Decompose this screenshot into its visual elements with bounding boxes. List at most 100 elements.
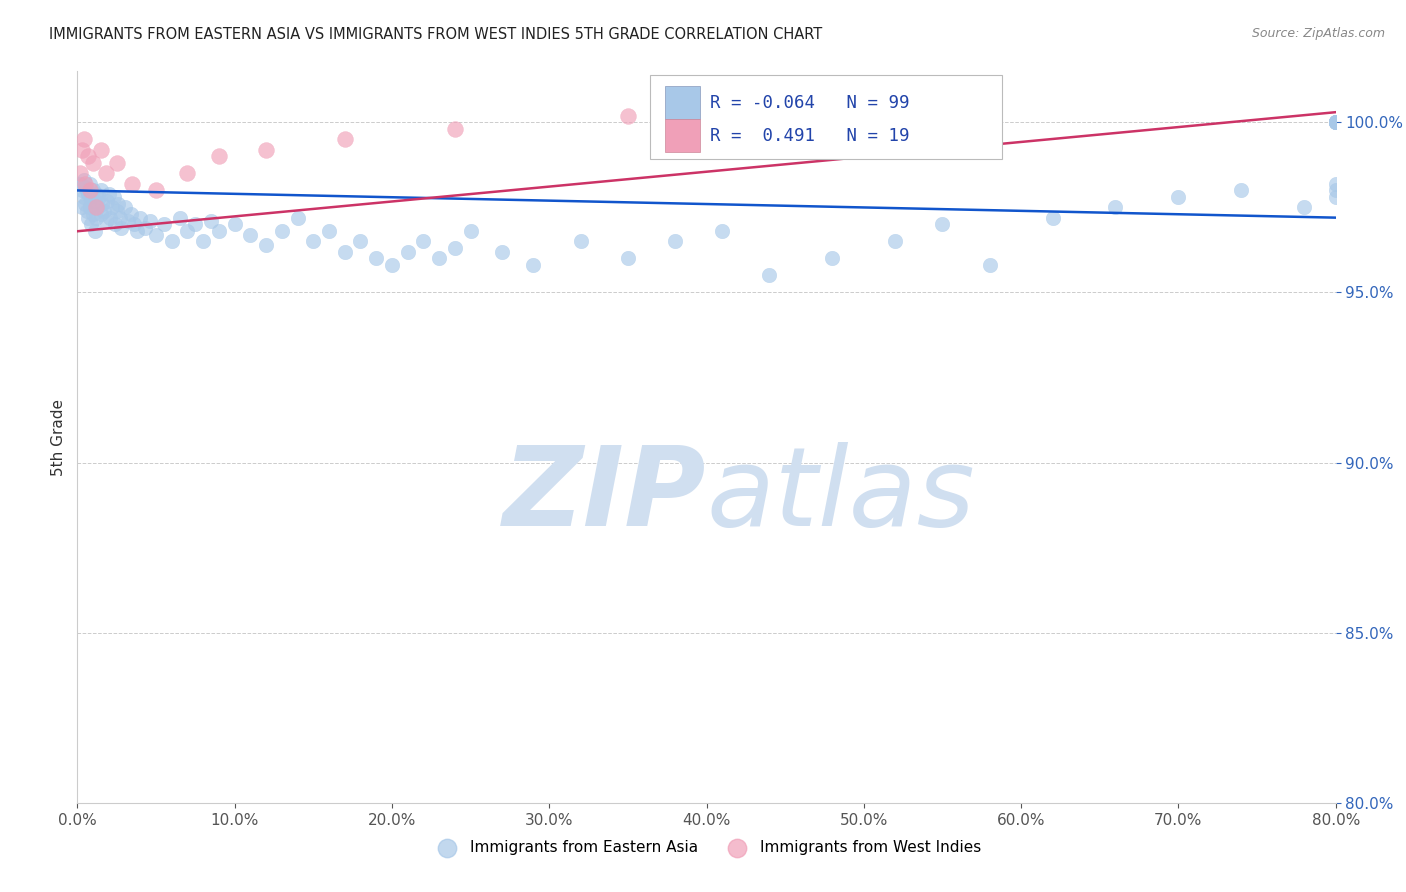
Point <box>254 143 277 157</box>
Point <box>1324 115 1347 129</box>
Point <box>1167 190 1189 204</box>
FancyBboxPatch shape <box>650 75 1002 159</box>
Point <box>460 224 482 238</box>
Point <box>104 218 127 232</box>
Point <box>134 220 156 235</box>
Point <box>93 203 115 218</box>
Point <box>1324 115 1347 129</box>
Point <box>103 190 125 204</box>
Point <box>617 109 640 123</box>
Point <box>101 201 124 215</box>
Bar <box>665 119 700 152</box>
Point <box>396 244 419 259</box>
Point <box>349 235 371 249</box>
Point <box>91 197 114 211</box>
Point <box>89 190 111 204</box>
Point <box>77 186 100 201</box>
Point <box>76 203 98 218</box>
Point <box>75 197 97 211</box>
Point <box>1324 115 1347 129</box>
Point <box>1324 115 1347 129</box>
Text: IMMIGRANTS FROM EASTERN ASIA VS IMMIGRANTS FROM WEST INDIES 5TH GRADE CORRELATIO: IMMIGRANTS FROM EASTERN ASIA VS IMMIGRAN… <box>49 27 823 42</box>
Point <box>287 211 309 225</box>
Point <box>427 252 450 266</box>
Point <box>94 214 117 228</box>
Point <box>145 183 167 197</box>
Point <box>1230 183 1253 197</box>
Point <box>69 166 91 180</box>
Point <box>114 201 136 215</box>
Point <box>617 252 640 266</box>
Point <box>96 194 118 208</box>
Point <box>176 224 198 238</box>
Point <box>444 241 467 255</box>
Point <box>191 235 215 249</box>
Point <box>412 235 434 249</box>
Point <box>98 211 121 225</box>
Point <box>1324 183 1347 197</box>
Point <box>176 166 198 180</box>
Point <box>758 268 780 283</box>
Point <box>270 224 292 238</box>
Point <box>169 211 191 225</box>
Text: Source: ZipAtlas.com: Source: ZipAtlas.com <box>1251 27 1385 40</box>
Point <box>979 258 1001 272</box>
Point <box>1324 115 1347 129</box>
Point <box>224 218 246 232</box>
Point <box>75 180 97 194</box>
Point <box>1324 115 1347 129</box>
Text: ZIP: ZIP <box>503 442 707 549</box>
Point <box>79 183 101 197</box>
Point <box>153 218 176 232</box>
Point <box>1324 115 1347 129</box>
Point <box>107 197 129 211</box>
Point <box>333 132 356 146</box>
Point <box>1324 177 1347 191</box>
Point <box>1104 201 1126 215</box>
Point <box>108 211 131 225</box>
Point <box>83 194 105 208</box>
Point <box>333 244 356 259</box>
Point <box>821 252 844 266</box>
Point <box>70 201 93 215</box>
Point <box>90 143 112 157</box>
Point <box>69 177 91 191</box>
Point <box>84 186 107 201</box>
Point <box>491 244 513 259</box>
Point <box>90 207 112 221</box>
Point <box>121 177 143 191</box>
Point <box>75 177 97 191</box>
Point <box>522 258 544 272</box>
Point <box>79 201 101 215</box>
Point <box>82 207 104 221</box>
Point <box>70 183 93 197</box>
Text: atlas: atlas <box>707 442 976 549</box>
Point <box>254 238 277 252</box>
Bar <box>665 86 700 119</box>
Point <box>569 235 592 249</box>
Point <box>239 227 262 242</box>
Point <box>122 218 145 232</box>
Point <box>79 177 101 191</box>
Point <box>120 207 142 221</box>
Point <box>208 149 231 163</box>
Point <box>318 224 340 238</box>
Y-axis label: 5th Grade: 5th Grade <box>51 399 66 475</box>
Point <box>83 224 105 238</box>
Point <box>127 224 149 238</box>
Point <box>138 214 160 228</box>
Point <box>1324 115 1347 129</box>
Legend: Immigrants from Eastern Asia, Immigrants from West Indies: Immigrants from Eastern Asia, Immigrants… <box>426 834 987 861</box>
Point <box>208 224 231 238</box>
Point <box>77 211 100 225</box>
Point <box>129 211 152 225</box>
Point <box>80 190 103 204</box>
Point <box>366 252 388 266</box>
Point <box>1324 190 1347 204</box>
Point <box>160 235 183 249</box>
Point <box>105 156 128 170</box>
Point <box>90 183 112 197</box>
Point <box>884 235 907 249</box>
Point <box>444 122 467 136</box>
Point <box>711 224 734 238</box>
